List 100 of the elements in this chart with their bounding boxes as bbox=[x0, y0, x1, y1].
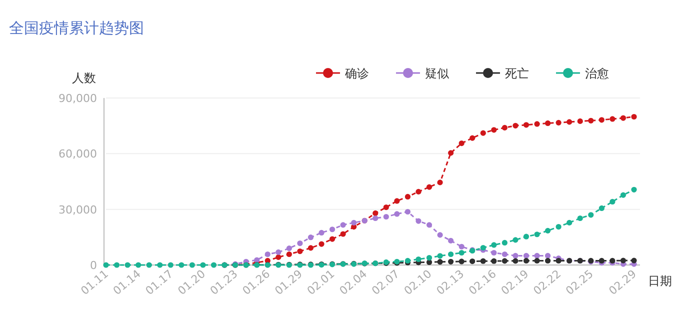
point bbox=[437, 232, 443, 238]
point bbox=[404, 208, 411, 215]
point bbox=[200, 262, 206, 268]
point bbox=[437, 253, 443, 259]
legend-label: 确诊 bbox=[344, 66, 369, 80]
point bbox=[631, 258, 637, 264]
point bbox=[124, 262, 130, 268]
point bbox=[458, 250, 464, 256]
point bbox=[114, 262, 120, 268]
point bbox=[146, 262, 152, 268]
point bbox=[610, 116, 616, 122]
point bbox=[329, 226, 336, 232]
legend-label: 治愈 bbox=[585, 66, 609, 80]
point bbox=[437, 259, 443, 265]
point bbox=[598, 205, 604, 212]
point bbox=[394, 211, 400, 217]
point bbox=[470, 258, 476, 264]
point bbox=[448, 258, 454, 264]
point bbox=[620, 258, 626, 264]
point bbox=[491, 242, 497, 248]
point bbox=[480, 258, 486, 264]
legend-label: 疑似 bbox=[425, 66, 449, 80]
point bbox=[178, 262, 184, 268]
point bbox=[523, 252, 530, 259]
point bbox=[491, 250, 497, 256]
point bbox=[631, 114, 637, 120]
point bbox=[598, 117, 604, 123]
point bbox=[544, 252, 551, 259]
point bbox=[458, 244, 464, 250]
point bbox=[103, 262, 109, 268]
point bbox=[470, 135, 476, 141]
point bbox=[458, 258, 464, 264]
point bbox=[512, 122, 518, 128]
point bbox=[286, 246, 292, 252]
point bbox=[502, 258, 508, 264]
point bbox=[157, 262, 163, 268]
point bbox=[276, 249, 282, 255]
point bbox=[448, 238, 454, 244]
y-tick-label: 60,000 bbox=[58, 148, 97, 161]
point bbox=[491, 258, 497, 264]
point bbox=[502, 124, 508, 130]
point bbox=[620, 115, 626, 121]
x-axis-title: 日期 bbox=[648, 274, 672, 288]
point bbox=[383, 204, 389, 210]
point bbox=[372, 215, 378, 222]
point bbox=[544, 258, 551, 264]
point bbox=[210, 262, 217, 268]
point bbox=[512, 252, 518, 259]
point bbox=[286, 251, 292, 258]
y-tick-label: 0 bbox=[90, 259, 97, 272]
point bbox=[556, 120, 562, 126]
point bbox=[534, 121, 540, 127]
point bbox=[620, 192, 626, 198]
legend-label: 死亡 bbox=[505, 66, 529, 80]
point bbox=[631, 186, 637, 192]
point bbox=[276, 254, 282, 260]
point bbox=[544, 228, 551, 234]
point bbox=[264, 251, 270, 258]
point bbox=[308, 234, 314, 240]
point bbox=[437, 180, 443, 186]
point bbox=[318, 230, 324, 236]
point bbox=[426, 222, 432, 228]
point bbox=[512, 237, 518, 243]
point bbox=[416, 188, 422, 195]
point bbox=[610, 198, 616, 205]
point bbox=[523, 258, 530, 264]
point bbox=[534, 258, 540, 264]
point bbox=[426, 184, 432, 190]
point bbox=[523, 234, 530, 240]
point bbox=[556, 258, 562, 264]
y-axis-title: 人数 bbox=[72, 71, 96, 85]
point bbox=[308, 245, 314, 251]
point bbox=[372, 210, 378, 216]
point bbox=[588, 212, 594, 218]
point bbox=[588, 118, 594, 124]
point bbox=[168, 262, 174, 268]
point bbox=[297, 248, 303, 254]
point bbox=[566, 119, 572, 125]
point bbox=[491, 127, 497, 133]
point bbox=[480, 130, 486, 136]
point bbox=[448, 251, 454, 258]
point bbox=[566, 220, 572, 226]
point bbox=[458, 140, 464, 146]
y-tick-label: 30,000 bbox=[58, 203, 97, 216]
point bbox=[556, 224, 562, 230]
chart-title: 全国疫情累计趋势图 bbox=[9, 19, 144, 37]
point bbox=[136, 262, 142, 268]
point bbox=[404, 194, 411, 200]
point bbox=[523, 122, 530, 128]
point bbox=[297, 240, 303, 246]
point bbox=[340, 222, 346, 228]
point bbox=[512, 258, 518, 264]
point bbox=[416, 218, 422, 224]
point bbox=[189, 262, 196, 268]
point bbox=[351, 220, 357, 226]
point bbox=[394, 198, 400, 204]
point bbox=[502, 240, 508, 246]
point bbox=[544, 120, 551, 126]
point bbox=[577, 215, 583, 222]
point bbox=[448, 150, 454, 156]
